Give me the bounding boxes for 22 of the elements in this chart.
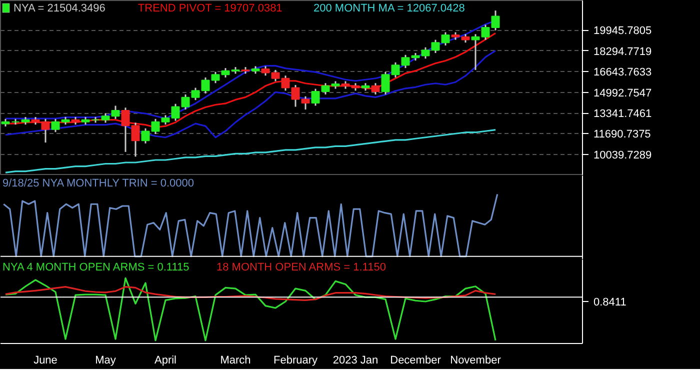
x-tick-label: May — [95, 354, 116, 366]
x-tick-label: June — [34, 354, 58, 366]
text: 18 MONTH OPEN ARMS = 1.1150 — [216, 262, 386, 274]
series-label: NYA 4 MONTH OPEN ARMS = 0.1115 — [2, 262, 190, 274]
x-tick-label: February — [273, 354, 318, 366]
text: 200 MONTH MA = 12067.0428 — [314, 2, 465, 14]
y-tick-label: 10039.7289 — [594, 149, 652, 162]
x-tick-label: 2023 Jan — [332, 354, 378, 366]
x-tick-label: March — [220, 354, 251, 366]
legend-label: NYA = 21504.3496 — [14, 2, 106, 14]
y-tick-label: 18294.7719 — [594, 46, 652, 58]
y-tick-label: 16643.7633 — [594, 66, 652, 79]
y-tick-label: 11690.7375 — [594, 128, 651, 141]
x-tick-label: December — [390, 354, 442, 366]
y-tick-label: 19945.7805 — [594, 25, 652, 38]
x-tick-label: November — [450, 354, 502, 366]
text: 0.8411 — [594, 296, 626, 308]
y-tick-label: 13341.7461 — [594, 108, 652, 120]
y-tick-label: 14992.7547 — [594, 87, 652, 100]
series-label: 9/18/25 NYA MONTHLY TRIN = 0.0000 — [2, 178, 194, 190]
text: TREND PIVOT = 19707.0381 — [138, 2, 282, 14]
x-tick-label: April — [154, 354, 177, 366]
